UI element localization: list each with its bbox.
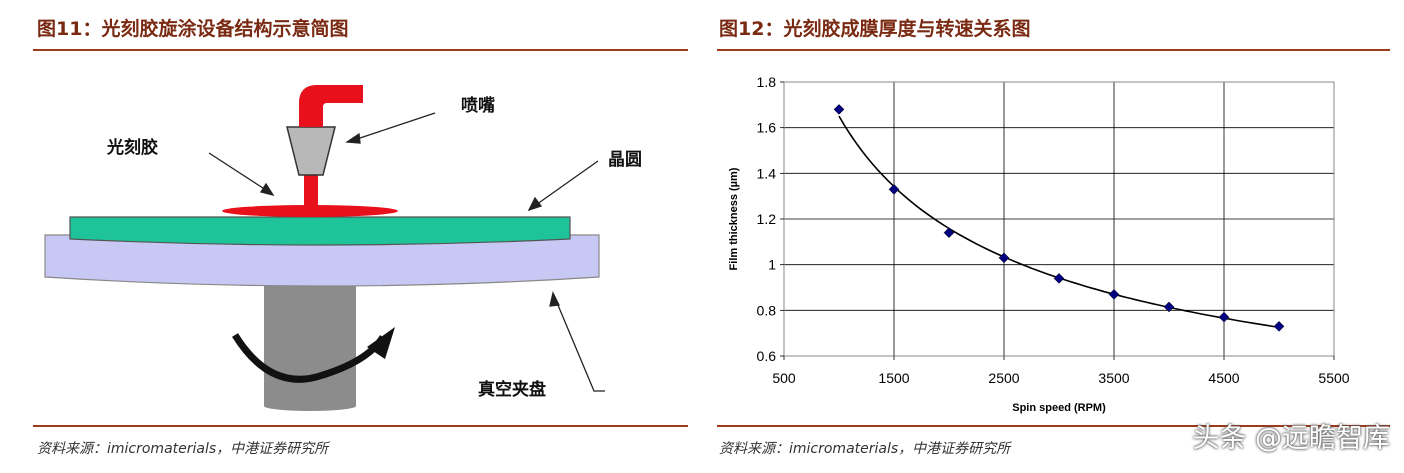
data-point-marker (1108, 288, 1120, 300)
x-tick-label: 4500 (1208, 370, 1239, 386)
x-tick-label: 3500 (1098, 370, 1129, 386)
trend-line (838, 115, 1280, 329)
wafer-arrowhead (527, 196, 543, 212)
y-tick-label: 1 (768, 257, 776, 273)
y-tick-label: 0.8 (757, 302, 777, 318)
watermark: 头条 @远瞻智库 (1192, 423, 1390, 454)
photoresist-label: 光刻胶 (106, 137, 158, 157)
data-point-marker (1163, 301, 1175, 313)
figure-12-title: 图12：光刻胶成膜厚度与转速关系图 (719, 18, 1031, 40)
data-points (833, 104, 1285, 332)
chart-grid (783, 81, 1335, 357)
data-point-marker (1273, 320, 1285, 332)
nozzle-label: 喷嘴 (461, 96, 495, 115)
supply-pipe (299, 85, 363, 127)
data-point-marker (1218, 311, 1230, 323)
rotation-arrow (232, 333, 386, 383)
figure-11-source: 资料来源：imicromaterials，中港证券研究所 (37, 441, 329, 457)
x-tick-label: 5500 (1318, 370, 1349, 386)
figure-12-source: 资料来源：imicromaterials，中港证券研究所 (719, 441, 1011, 457)
x-tick-label: 500 (772, 370, 796, 386)
x-axis-ticks: 500 1500 2500 3500 4500 5500 (772, 356, 1350, 386)
data-point-marker (998, 252, 1010, 264)
data-point-marker (888, 183, 900, 195)
wafer-disk (69, 216, 571, 246)
nozzle-leader (350, 112, 436, 142)
y-tick-label: 1.6 (757, 120, 777, 136)
wafer-label: 晶圆 (608, 150, 642, 169)
chuck-label: 真空夹盘 (478, 379, 546, 399)
x-tick-label: 2500 (988, 370, 1019, 386)
chuck-leader (554, 297, 605, 392)
right-panel: 图12：光刻胶成膜厚度与转速关系图 0.6 0.8 1 1.2 1.4 1.6 1.8 50… (712, 0, 1404, 473)
source-divider (33, 425, 688, 427)
y-axis-ticks: 0.6 0.8 1 1.2 1.4 1.6 1.8 (757, 74, 784, 364)
y-tick-label: 0.6 (757, 348, 777, 364)
data-point-marker (1053, 273, 1065, 284)
spin-coater-diagram: 喷嘴 光刻胶 晶圆 真空夹盘 (44, 85, 642, 411)
photoresist-leader (208, 152, 270, 193)
rotation-arrowhead (367, 327, 395, 359)
figure-11-title: 图11：光刻胶旋涂设备结构示意简图 (37, 18, 349, 40)
nozzle-arrowhead (345, 132, 361, 144)
title-divider (33, 49, 688, 51)
thickness-vs-speed-chart: 0.60.811.21.41.61.8 500 1500 2500 3500 4500 5… (728, 74, 1350, 414)
y-axis-label: Film thickness (µm) (728, 167, 740, 270)
title-divider (717, 49, 1390, 51)
x-axis-label: Spin speed (RPM) (1012, 402, 1106, 414)
left-panel: 图11：光刻胶旋涂设备结构示意简图 喷嘴 光 (0, 0, 690, 473)
nozzle-cone (286, 126, 336, 176)
spindle-shaft (264, 278, 356, 406)
resist-stream (304, 174, 318, 212)
source-divider (717, 425, 1390, 427)
y-tick-label: 1.2 (757, 211, 777, 227)
y-tick-label: 1.4 (757, 165, 777, 181)
data-point-marker (943, 227, 955, 239)
y-tick-label: 1.8 (757, 74, 777, 90)
x-tick-label: 1500 (878, 370, 909, 386)
spindle-bottom (264, 401, 356, 411)
vacuum-chuck (44, 234, 600, 287)
photoresist-arrowhead (259, 182, 275, 197)
wafer-leader (532, 160, 599, 208)
chuck-arrowhead (549, 291, 560, 307)
data-point-marker (833, 104, 845, 115)
